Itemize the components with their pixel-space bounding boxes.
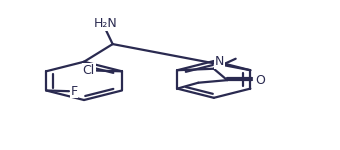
Text: O: O xyxy=(256,74,266,87)
Text: Cl: Cl xyxy=(83,64,95,77)
Text: F: F xyxy=(71,85,78,98)
Text: N: N xyxy=(215,55,224,68)
Text: H₂N: H₂N xyxy=(94,17,118,30)
